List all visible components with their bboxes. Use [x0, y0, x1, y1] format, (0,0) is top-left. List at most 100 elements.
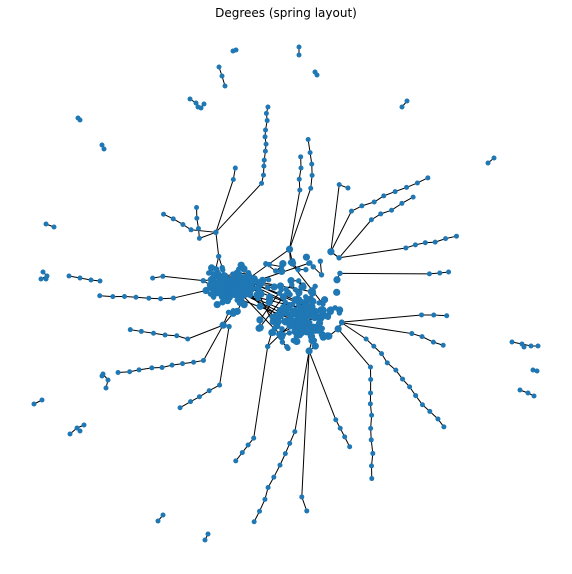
graph-node	[368, 390, 374, 396]
graph-node	[150, 275, 156, 281]
graph-node	[299, 283, 307, 291]
graph-node	[237, 284, 244, 290]
graph-node	[263, 141, 269, 147]
graph-node	[292, 286, 299, 293]
graph-node	[305, 137, 311, 143]
graph-node	[276, 312, 283, 318]
graph-node	[225, 289, 233, 297]
graph-node	[219, 299, 225, 305]
graph-node	[381, 193, 387, 199]
graph-node	[328, 309, 334, 315]
graph-node	[208, 264, 216, 272]
graph-node	[237, 292, 245, 301]
graph-node	[286, 301, 293, 308]
graph-node	[525, 390, 531, 396]
graph-node	[337, 270, 343, 277]
graph-node	[265, 277, 272, 283]
graph-node	[314, 72, 320, 78]
graph-node	[403, 245, 409, 251]
graph-node	[345, 185, 351, 191]
graph-node	[177, 405, 183, 411]
graph-node	[334, 325, 342, 333]
graph-node	[288, 259, 297, 267]
graph-node	[233, 47, 239, 53]
graph-node	[81, 422, 87, 428]
graph-node	[239, 450, 245, 456]
graph-node	[174, 333, 180, 339]
graph-node	[278, 267, 286, 276]
graph-node	[270, 283, 278, 291]
graph-node	[219, 289, 225, 296]
graph-node	[77, 117, 83, 123]
graph-node	[419, 334, 425, 340]
graph-node	[347, 444, 353, 450]
graph-node	[311, 342, 319, 350]
graph-node	[265, 294, 274, 303]
graph-node	[225, 283, 231, 290]
graph-node	[97, 278, 103, 284]
graph-node	[279, 339, 286, 345]
graph-node	[282, 451, 288, 457]
graph-node	[337, 425, 343, 431]
graph-node	[371, 199, 377, 205]
graph-node	[409, 331, 415, 337]
graph-node	[370, 450, 376, 456]
node-layer	[31, 44, 541, 543]
graph-node	[217, 282, 223, 289]
graph-node	[127, 327, 133, 333]
graph-edge	[341, 314, 422, 323]
graph-node	[105, 377, 111, 383]
graph-node	[286, 330, 293, 336]
graph-node	[422, 240, 428, 246]
graph-node	[348, 208, 354, 214]
graph-node	[209, 275, 215, 281]
graph-node	[296, 176, 302, 182]
graph-node	[286, 322, 294, 330]
graph-node	[278, 286, 284, 293]
graph-node	[279, 260, 287, 268]
graph-node	[256, 316, 264, 324]
graph-node	[262, 496, 268, 502]
graph-node	[368, 217, 374, 223]
graph-node	[245, 442, 251, 448]
graph-node	[247, 285, 256, 293]
graph-node	[296, 52, 302, 58]
graph-node	[67, 431, 73, 437]
graph-node	[443, 236, 449, 242]
graph-node	[298, 165, 304, 171]
graph-node	[485, 160, 491, 166]
graph-node	[255, 288, 264, 296]
graph-node	[299, 494, 305, 500]
graph-node	[219, 73, 225, 79]
graph-node	[180, 221, 186, 227]
graph-node	[39, 397, 45, 403]
graph-node	[110, 294, 116, 300]
graph-node	[363, 336, 369, 342]
graph-node	[261, 172, 267, 178]
graph-node	[256, 302, 264, 310]
graph-node	[517, 387, 523, 393]
graph-node	[342, 434, 348, 440]
graph-node	[310, 312, 318, 320]
graph-node	[292, 306, 298, 313]
graph-node	[170, 295, 176, 301]
graph-node	[277, 330, 284, 336]
graph-node	[367, 364, 373, 370]
graph-node	[318, 272, 325, 278]
graph-node	[285, 245, 294, 253]
graph-node	[509, 339, 515, 345]
graph-node	[99, 373, 105, 379]
graph-node	[233, 286, 239, 292]
graph-node	[229, 276, 236, 283]
graph-node	[265, 104, 271, 110]
graph-node	[272, 268, 279, 274]
graph-node	[264, 118, 270, 124]
graph-node	[332, 305, 338, 311]
graph-node	[151, 330, 157, 336]
graph-node	[236, 300, 243, 306]
graph-node	[316, 325, 324, 333]
graph-node	[291, 326, 299, 334]
graph-node	[251, 519, 257, 525]
graph-node	[399, 104, 405, 110]
graph-node	[251, 435, 257, 441]
